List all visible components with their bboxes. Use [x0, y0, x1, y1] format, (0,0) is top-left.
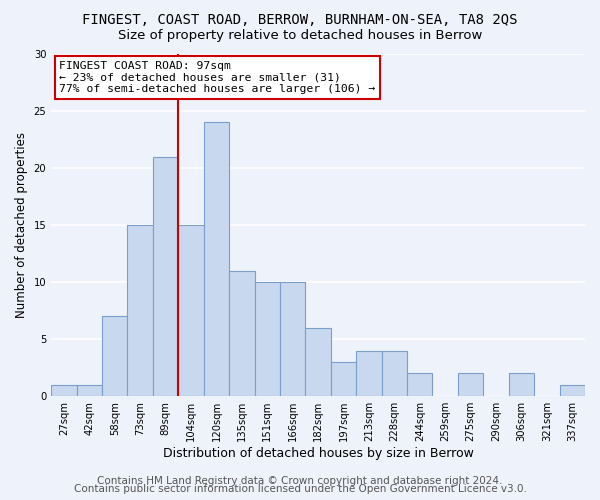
Text: FINGEST COAST ROAD: 97sqm
← 23% of detached houses are smaller (31)
77% of semi-: FINGEST COAST ROAD: 97sqm ← 23% of detac… [59, 61, 376, 94]
Bar [458, 374, 484, 396]
Bar [407, 374, 433, 396]
Bar [229, 270, 254, 396]
Bar [51, 385, 77, 396]
X-axis label: Distribution of detached houses by size in Berrow: Distribution of detached houses by size … [163, 447, 473, 460]
Bar [254, 282, 280, 396]
Bar [305, 328, 331, 396]
Bar [382, 350, 407, 396]
Bar [560, 385, 585, 396]
Text: Contains public sector information licensed under the Open Government Licence v3: Contains public sector information licen… [74, 484, 526, 494]
Bar [178, 225, 203, 396]
Bar [127, 225, 153, 396]
Bar [203, 122, 229, 396]
Text: Size of property relative to detached houses in Berrow: Size of property relative to detached ho… [118, 29, 482, 42]
Bar [356, 350, 382, 396]
Bar [280, 282, 305, 396]
Bar [153, 156, 178, 396]
Bar [331, 362, 356, 396]
Bar [509, 374, 534, 396]
Text: FINGEST, COAST ROAD, BERROW, BURNHAM-ON-SEA, TA8 2QS: FINGEST, COAST ROAD, BERROW, BURNHAM-ON-… [82, 12, 518, 26]
Bar [77, 385, 102, 396]
Bar [102, 316, 127, 396]
Y-axis label: Number of detached properties: Number of detached properties [15, 132, 28, 318]
Text: Contains HM Land Registry data © Crown copyright and database right 2024.: Contains HM Land Registry data © Crown c… [97, 476, 503, 486]
